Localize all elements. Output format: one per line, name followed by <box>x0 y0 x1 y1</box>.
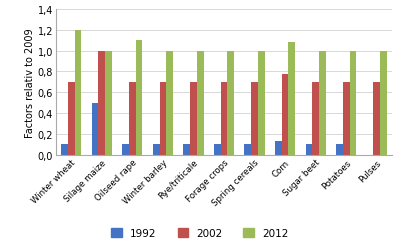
Bar <box>380 52 387 155</box>
Bar <box>373 82 380 155</box>
Bar <box>282 74 288 155</box>
Bar <box>319 52 326 155</box>
Bar <box>153 145 160 155</box>
Bar <box>312 82 319 155</box>
Bar <box>227 52 234 155</box>
Bar <box>336 145 343 155</box>
Bar <box>190 82 197 155</box>
Bar <box>166 52 173 155</box>
Legend: 1992, 2002, 2012: 1992, 2002, 2012 <box>107 224 293 242</box>
Bar <box>350 52 356 155</box>
Bar <box>197 52 204 155</box>
Bar <box>98 52 105 155</box>
Bar <box>160 82 166 155</box>
Bar <box>343 82 350 155</box>
Bar <box>183 145 190 155</box>
Bar <box>68 82 75 155</box>
Bar <box>214 145 221 155</box>
Bar <box>275 142 282 155</box>
Bar <box>129 82 136 155</box>
Bar <box>105 52 112 155</box>
Bar <box>61 145 68 155</box>
Y-axis label: Factors relativ to 2009: Factors relativ to 2009 <box>25 28 35 137</box>
Bar <box>258 52 265 155</box>
Bar <box>221 82 227 155</box>
Bar <box>136 41 142 155</box>
Bar <box>288 43 295 155</box>
Bar <box>251 82 258 155</box>
Bar <box>306 145 312 155</box>
Bar <box>244 145 251 155</box>
Bar <box>122 145 129 155</box>
Bar <box>92 103 98 155</box>
Bar <box>75 31 81 155</box>
